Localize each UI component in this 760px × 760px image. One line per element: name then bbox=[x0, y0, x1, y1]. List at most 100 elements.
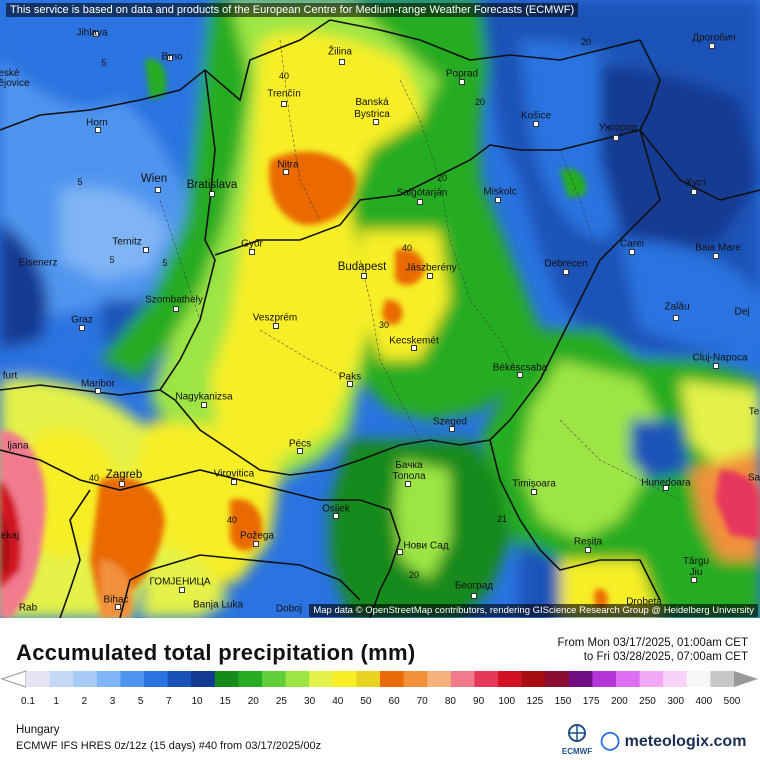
scale-tick-label: 250 bbox=[639, 696, 656, 707]
city-marker bbox=[405, 481, 411, 487]
country-borders bbox=[0, 19, 760, 618]
city-label-ceske-budejovice: eské ějovice bbox=[0, 68, 30, 89]
scale-swatch bbox=[144, 671, 169, 687]
city-marker bbox=[273, 323, 279, 329]
city-label-zilina: Žilina bbox=[328, 46, 352, 58]
scale-tick-label: 150 bbox=[554, 696, 572, 707]
city-marker bbox=[691, 189, 697, 195]
scale-swatch bbox=[238, 671, 263, 687]
city-label-maribor: Maribor bbox=[81, 378, 115, 390]
city-label-banja-luka: Banja Luka bbox=[192, 599, 244, 611]
scale-arrow-high bbox=[734, 671, 758, 687]
city-marker bbox=[673, 315, 679, 321]
precipitation-field bbox=[0, 0, 760, 618]
scale-swatch bbox=[167, 671, 192, 687]
meteologix-logo[interactable]: ◯ meteologix.com bbox=[600, 730, 746, 751]
city-label-nitra: Nitra bbox=[277, 159, 299, 171]
city-label-trencin: Trenčín bbox=[267, 88, 301, 100]
scale-tick-label: 60 bbox=[388, 696, 400, 707]
scale-swatch bbox=[403, 671, 428, 687]
scale-tick-label: 125 bbox=[526, 696, 544, 707]
scale-swatch bbox=[545, 671, 570, 687]
city-marker bbox=[283, 169, 289, 175]
scale-swatch bbox=[309, 671, 334, 687]
scale-swatch bbox=[639, 671, 664, 687]
scale-swatch bbox=[214, 671, 239, 687]
scale-swatch bbox=[285, 671, 310, 687]
scale-swatch bbox=[332, 671, 357, 687]
scale-tick-label: 175 bbox=[582, 696, 600, 707]
period-to: to Fri 03/28/2025, 07:00am CET bbox=[583, 651, 748, 663]
scale-tick-label: 2 bbox=[81, 696, 88, 707]
scale-swatch bbox=[663, 671, 688, 687]
scale-tick-label: 20 bbox=[247, 696, 259, 707]
contour-label: 5 bbox=[101, 58, 107, 68]
contour-label: 30 bbox=[378, 320, 390, 330]
scale-tick-label: 40 bbox=[332, 696, 344, 707]
city-label-hunedoara: Hunedoara bbox=[641, 477, 691, 489]
city-marker bbox=[179, 587, 185, 593]
contour-label: 5 bbox=[77, 177, 83, 187]
scale-tick-label: 100 bbox=[498, 696, 516, 707]
city-label-drobeta: Drobeta bbox=[626, 596, 662, 608]
city-marker bbox=[253, 541, 259, 547]
city-label-te: Te bbox=[748, 406, 760, 418]
scale-tick-label: 10 bbox=[191, 696, 203, 707]
city-label-sa: Sa bbox=[747, 472, 760, 484]
ecmwf-logo-icon bbox=[568, 724, 586, 742]
city-marker bbox=[115, 604, 121, 610]
city-marker bbox=[167, 55, 173, 61]
city-label-kecskemet: Kecskemét bbox=[389, 335, 439, 347]
city-label-baia-mare: Baia Mare bbox=[695, 242, 741, 254]
scale-arrow-low bbox=[0, 670, 27, 688]
city-label-eisenerz: Eisenerz bbox=[18, 257, 58, 269]
scale-tick-label: 500 bbox=[723, 696, 741, 707]
scale-swatch bbox=[498, 671, 523, 687]
scale-tick-label: 80 bbox=[444, 696, 456, 707]
scale-swatch bbox=[262, 671, 287, 687]
city-label-szombathely: Szombathely bbox=[145, 294, 203, 306]
period-from: From Mon 03/17/2025, 01:00am CET bbox=[557, 637, 749, 649]
city-label-pozega: Požega bbox=[240, 530, 274, 542]
city-label-ternitz: Ternitz bbox=[112, 236, 142, 248]
city-marker bbox=[95, 388, 101, 394]
contour-label: 20 bbox=[408, 570, 420, 580]
city-label-nagykanizsa: Nagykanizsa bbox=[175, 391, 233, 403]
scale-swatch bbox=[49, 671, 74, 687]
city-marker bbox=[471, 593, 477, 599]
contour-label: 21 bbox=[496, 514, 508, 524]
city-label-poprad: Poprad bbox=[445, 68, 479, 80]
city-marker bbox=[517, 372, 523, 378]
color-scale-bar bbox=[0, 670, 758, 688]
scale-tick-label: 200 bbox=[611, 696, 628, 707]
city-marker bbox=[155, 187, 161, 193]
city-label-novi-sad: Нови Сад bbox=[403, 540, 449, 552]
city-label-debrecen: Debrecen bbox=[544, 258, 588, 270]
city-marker bbox=[201, 402, 207, 408]
city-label-graz: Graz bbox=[71, 314, 93, 326]
city-label-bekescsaba: Békéscsaba bbox=[492, 362, 548, 374]
scale-tick-label: 7 bbox=[166, 696, 172, 707]
city-marker bbox=[209, 191, 215, 197]
scale-tick-label: 90 bbox=[473, 696, 485, 707]
city-label-doboj: Doboj bbox=[275, 603, 303, 615]
city-marker bbox=[79, 325, 85, 331]
scale-tick-label: 15 bbox=[219, 696, 231, 707]
scale-swatch bbox=[568, 671, 593, 687]
scale-tick-label: 3 bbox=[109, 696, 116, 707]
city-marker bbox=[339, 59, 345, 65]
model-info: ECMWF IFS HRES 0z/12z (15 days) #40 from… bbox=[16, 740, 322, 752]
city-marker bbox=[459, 79, 465, 85]
scale-swatch bbox=[710, 671, 735, 687]
city-label-gyor: Győr bbox=[241, 238, 263, 250]
city-label-szeged: Szeged bbox=[433, 416, 467, 428]
scale-tick-label: 50 bbox=[360, 696, 372, 707]
city-label-horn: Horn bbox=[86, 117, 108, 129]
city-label-miskolc: Miskolc bbox=[483, 186, 517, 198]
city-marker bbox=[713, 363, 719, 369]
city-label-bratislava: Bratislava bbox=[186, 179, 238, 191]
city-label-rijeka: ekaj bbox=[0, 530, 20, 542]
city-marker bbox=[427, 273, 433, 279]
city-label-kosice: Košice bbox=[520, 110, 552, 122]
city-label-beograd: Београд bbox=[454, 580, 494, 592]
